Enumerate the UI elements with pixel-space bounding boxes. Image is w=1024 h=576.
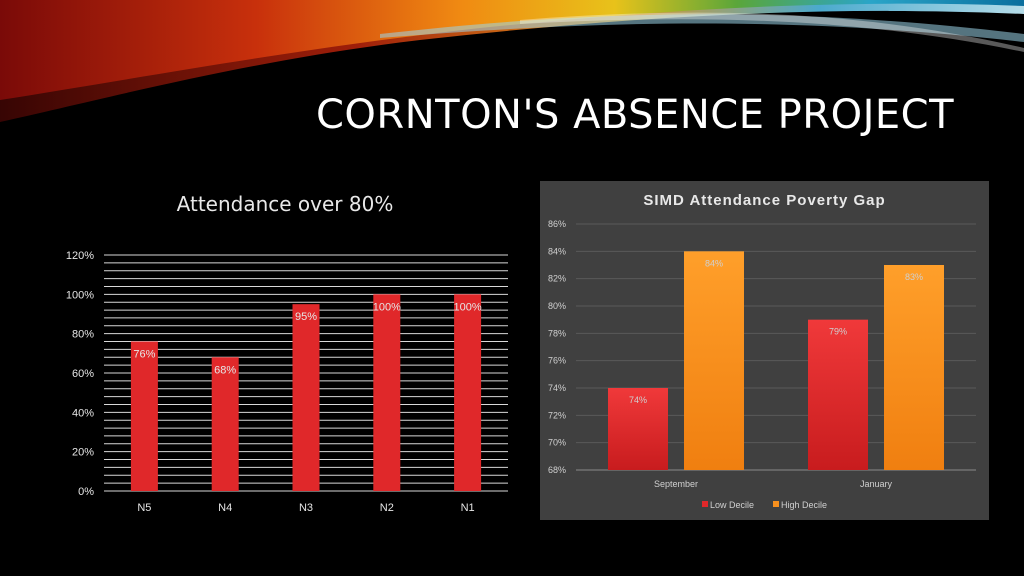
data-label: 74% [629, 395, 647, 405]
data-label: 95% [295, 311, 317, 323]
legend-label: High Decile [781, 500, 827, 510]
data-label: 84% [705, 258, 723, 268]
bar-n4 [211, 357, 239, 491]
x-tick-label: N4 [218, 502, 232, 514]
y-tick-label: 0% [78, 486, 94, 498]
poverty-gap-chart: 68% 70% 72% 74% 76% 78% 80% 82% 84% 86% 74% 84% Sept… [548, 219, 976, 510]
x-tick-label: September [654, 479, 698, 489]
bar-n1 [454, 294, 482, 491]
y-tick-label: 72% [548, 410, 566, 420]
x-tick-label: N3 [299, 502, 313, 514]
data-label: 100% [454, 301, 482, 313]
y-tick-label: 82% [548, 274, 566, 284]
bar-n5 [130, 341, 158, 491]
bar-low-decile-january [808, 319, 868, 470]
bar-high-decile-january [884, 265, 944, 470]
y-tick-label: 76% [548, 356, 566, 366]
y-tick-label: 86% [548, 219, 566, 229]
y-tick-label: 20% [72, 447, 94, 459]
data-label: 76% [133, 349, 155, 361]
data-label: 79% [829, 327, 847, 337]
y-tick-label: 78% [548, 328, 566, 338]
y-tick-label: 60% [72, 368, 94, 380]
bar-n3 [292, 304, 320, 491]
chart2-title: SIMD Attendance Poverty Gap [643, 192, 886, 209]
y-tick-label: 120% [66, 250, 94, 262]
y-tick-label: 84% [548, 246, 566, 256]
legend-swatch [773, 501, 779, 507]
y-tick-label: 80% [548, 301, 566, 311]
x-tick-label: N2 [380, 502, 394, 514]
legend-label: Low Decile [710, 500, 754, 510]
data-label: 68% [214, 364, 236, 376]
attendance-chart: 0% 20% 40% 60% 80% 100% 120% 76% N5 68% N4 95% N3 100… [66, 250, 508, 514]
bar-high-decile-september [684, 251, 744, 470]
x-tick-label: N5 [137, 502, 151, 514]
data-label: 100% [373, 301, 401, 313]
y-tick-label: 70% [548, 438, 566, 448]
x-tick-label: January [860, 479, 893, 489]
y-tick-label: 80% [72, 329, 94, 341]
x-tick-label: N1 [461, 502, 475, 514]
decorative-swoosh [0, 0, 1024, 122]
chart1-title: Attendance over 80% [176, 192, 394, 216]
data-label: 83% [905, 272, 923, 282]
slide-title: CORNTON'S ABSENCE PROJECT [316, 92, 955, 138]
legend-swatch [702, 501, 708, 507]
y-tick-label: 100% [66, 289, 94, 301]
bar-low-decile-september [608, 388, 668, 470]
y-tick-label: 40% [72, 407, 94, 419]
y-tick-label: 74% [548, 383, 566, 393]
bar-n2 [373, 294, 401, 491]
y-tick-label: 68% [548, 465, 566, 475]
poverty-gap-chart-panel: SIMD Attendance Poverty Gap 68% 70% 72% 74%… [540, 181, 989, 520]
